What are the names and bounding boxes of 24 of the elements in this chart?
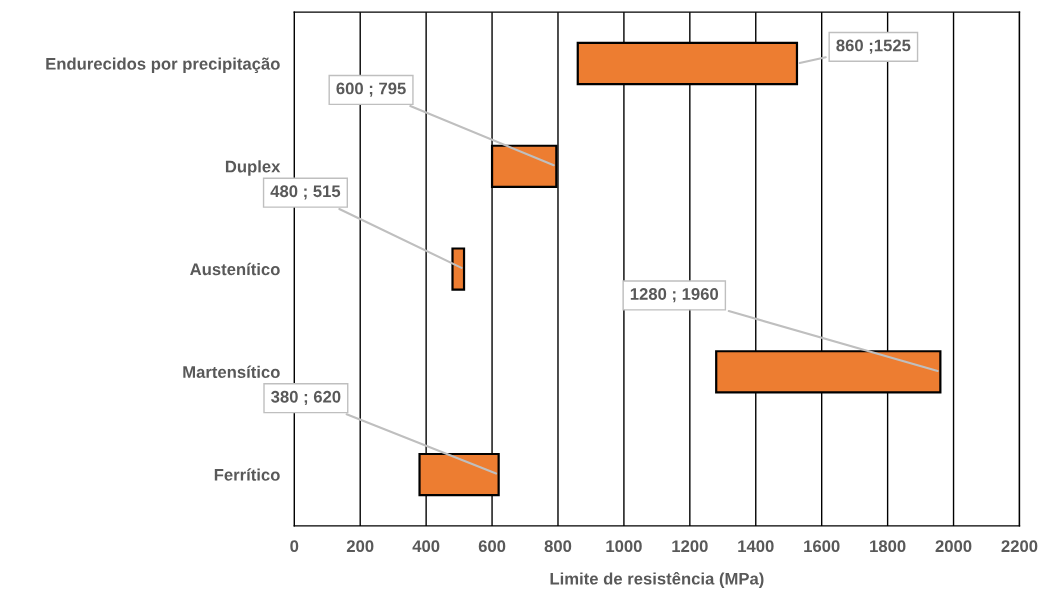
y-tick-label: Duplex (225, 160, 281, 176)
bar (451, 247, 466, 291)
x-tick-label: 200 (346, 540, 374, 553)
y-tick-label: Martensítico (183, 365, 280, 378)
y-tick-label: Endurecidos por precipitação (46, 57, 280, 74)
x-tick-label: 2200 (1001, 540, 1038, 553)
x-tick-label: 600 (478, 540, 506, 553)
annotation: 380 ; 620 (271, 390, 341, 406)
annotation: 480 ; 515 (270, 185, 341, 200)
y-tick-label: Austenítico (190, 262, 280, 276)
x-tick-label: 1800 (870, 540, 906, 553)
x-tick-label: 2000 (935, 540, 972, 553)
annotation: 600 ; 795 (336, 82, 406, 97)
x-tick-label: 1400 (738, 540, 774, 553)
x-axis-title: Limite de resistência (MPa) (550, 572, 764, 588)
annotation: 1280 ; 1960 (630, 288, 719, 303)
x-tick-label: 1000 (606, 540, 642, 553)
y-tick-label: Ferrítico (214, 468, 280, 481)
x-tick-label: 1200 (672, 540, 708, 553)
annotation: 860 ;1525 (836, 39, 911, 54)
x-tick-label: 400 (412, 540, 440, 553)
x-tick-label: 1600 (804, 540, 840, 553)
x-tick-label: 0 (290, 540, 299, 553)
x-tick-label: 800 (544, 540, 572, 553)
